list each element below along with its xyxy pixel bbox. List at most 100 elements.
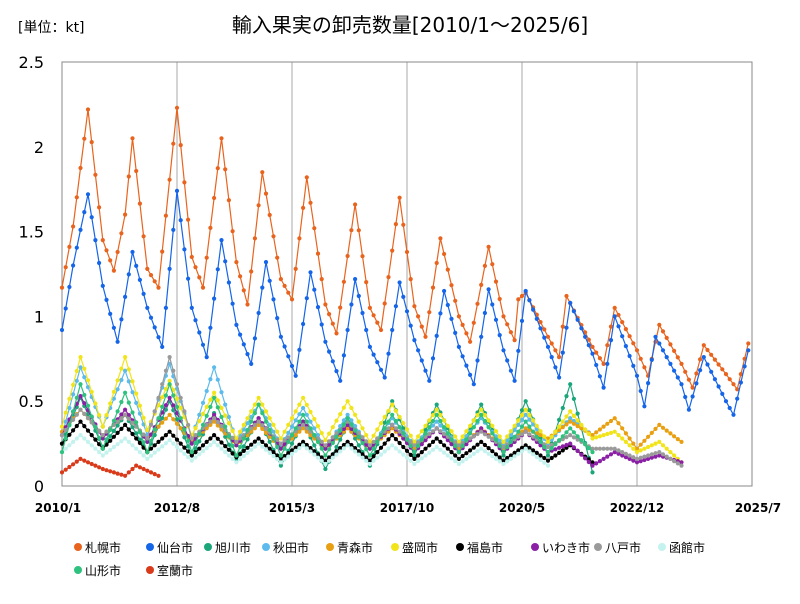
data-point [456,314,461,319]
data-point [720,367,725,372]
data-point [397,195,402,200]
data-point [78,227,83,232]
data-point [249,419,254,424]
data-point [108,258,113,263]
data-point [82,366,87,371]
data-point [579,326,584,331]
data-point [115,442,120,447]
data-point [204,388,209,394]
data-point [668,361,673,366]
data-point [731,412,736,417]
data-point [304,419,309,424]
data-point [97,413,102,418]
data-point [341,418,346,423]
data-point [126,413,131,418]
data-point [523,446,528,451]
data-point [690,394,695,399]
data-point [393,437,398,442]
data-point [382,414,387,420]
data-point [152,325,157,330]
data-point [371,313,376,318]
data-point [527,413,532,418]
data-point [382,420,387,425]
data-point [93,172,98,177]
data-point [471,445,476,450]
data-point [171,441,176,446]
data-point [456,344,461,349]
data-point [345,426,350,431]
data-point [386,419,391,424]
legend-marker [531,543,539,551]
data-point [334,452,339,457]
data-point [468,454,473,459]
data-point [545,463,551,468]
data-point [256,422,261,427]
data-point [545,458,551,463]
data-point [134,168,139,174]
data-point [538,326,543,331]
data-point [575,424,580,429]
data-point [278,277,283,282]
data-point [115,419,120,424]
data-point [553,442,558,447]
data-point [249,429,254,434]
data-point [345,443,350,448]
data-point [301,205,306,210]
data-point [646,444,651,450]
data-point [597,446,603,451]
data-point [390,402,395,407]
data-point [386,426,391,431]
data-point [523,399,528,404]
data-point [445,446,450,451]
data-point [167,382,172,387]
data-point [323,453,328,458]
data-point [230,435,235,440]
data-point [338,449,343,454]
data-point [746,348,751,353]
data-point [71,409,76,414]
data-point [375,450,380,455]
data-point [123,407,128,412]
data-point [590,463,595,468]
unit-label: [単位：kt] [18,20,85,36]
data-point [293,409,298,414]
data-point [453,298,458,303]
data-point [397,425,402,430]
data-point [349,405,354,411]
data-point [67,443,72,448]
data-point [445,423,450,428]
data-point [601,446,606,451]
data-point [390,327,395,333]
data-point [267,427,272,433]
data-point [234,439,239,444]
data-point [427,450,432,455]
data-point [449,456,454,461]
data-point [408,323,413,328]
data-point [404,309,410,314]
data-point [482,442,487,448]
data-point [568,409,573,414]
data-point [212,416,217,421]
data-point [471,451,476,456]
data-point [115,339,120,344]
data-point [505,322,510,327]
data-point [590,436,595,441]
data-point [341,405,346,410]
data-point [223,444,228,449]
data-point [623,344,629,349]
data-point [323,438,328,443]
data-point [111,396,116,401]
data-point [393,426,398,431]
data-point [308,446,313,451]
data-point [230,451,235,456]
data-point [323,461,328,467]
data-point [323,339,328,344]
data-point [197,330,202,335]
data-point [712,377,718,382]
data-point [93,425,98,430]
data-point [97,260,102,266]
data-point [63,410,68,415]
data-point [560,405,565,411]
data-point [594,435,599,440]
data-point [297,412,302,417]
